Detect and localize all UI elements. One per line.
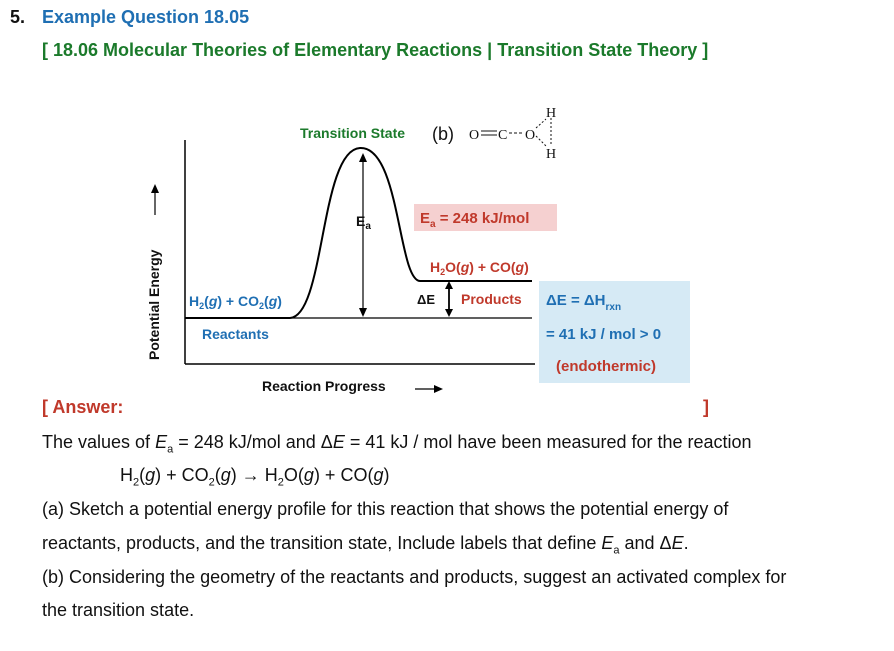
products-formula: H2O(g) + CO(g)	[430, 259, 529, 277]
de-arrowhead-bottom	[445, 309, 453, 317]
question-line-1: The values of Ea = 248 kJ/mol and ΔE = 4…	[42, 432, 752, 456]
transition-state-label: Transition State	[300, 125, 405, 141]
x-axis-arrowhead	[434, 385, 443, 393]
partial-bond-oh-top	[535, 118, 547, 129]
section-heading: [ 18.06 Molecular Theories of Elementary…	[42, 40, 709, 60]
question-line-3: (a) Sketch a potential energy profile fo…	[42, 499, 729, 519]
question-line-6: the transition state.	[42, 600, 195, 620]
complex-h-bottom: H	[546, 147, 556, 162]
ea-arrowhead-bottom	[359, 308, 367, 317]
question-number: 5.	[10, 7, 26, 27]
info-box-line2: = 41 kJ / mol > 0	[546, 326, 661, 343]
info-box	[539, 281, 690, 383]
de-arrowhead-top	[445, 281, 453, 289]
complex-c: C	[498, 128, 507, 143]
question-line-4: reactants, products, and the transition …	[42, 533, 689, 557]
ea-box	[414, 204, 557, 231]
answer-close: ]	[703, 397, 709, 417]
partial-bond-oh-bottom	[535, 135, 547, 147]
complex-o-right: O	[525, 128, 535, 143]
y-axis-label: Potential Energy	[146, 249, 162, 360]
complex-o-left: O	[469, 128, 479, 143]
question-line-5: (b) Considering the geometry of the reac…	[42, 567, 787, 587]
ea-arrow-label: Ea	[356, 213, 371, 232]
activated-complex: O C O H H	[469, 106, 556, 162]
ea-arrowhead-top	[359, 153, 367, 162]
y-axis-arrowhead	[151, 184, 159, 193]
energy-curve	[185, 146, 532, 319]
answer-open: [ Answer:	[42, 397, 124, 417]
info-box-line3: (endothermic)	[556, 358, 656, 375]
reactants-label: Reactants	[202, 326, 269, 342]
products-label: Products	[461, 291, 522, 307]
ea-box-label: Ea = 248 kJ/mol	[420, 210, 529, 230]
info-box-line1: ΔE = ΔHrxn	[546, 292, 621, 313]
x-axis-label: Reaction Progress	[262, 378, 386, 394]
question-title: Example Question 18.05	[42, 7, 250, 27]
de-label: ΔE	[417, 292, 435, 307]
complex-h-top: H	[546, 106, 556, 121]
reactants-formula: H2(g) + CO2(g)	[189, 293, 282, 311]
energy-diagram: Potential Energy Reaction Progress Ea ΔE…	[146, 106, 690, 394]
part-b-label: (b)	[432, 124, 454, 144]
reaction-equation: H2(g) + CO2(g) → H2O(g) + CO(g)	[120, 465, 390, 489]
